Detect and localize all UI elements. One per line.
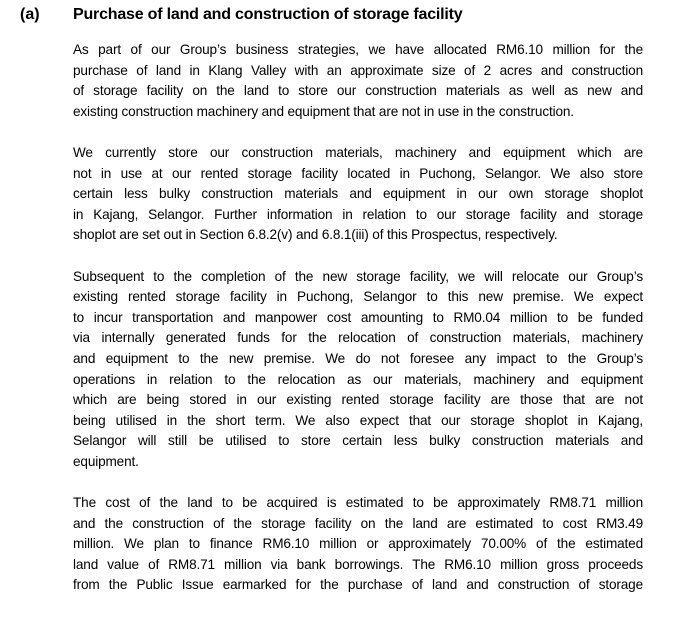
text-line: existing construction machinery and equi…	[73, 103, 574, 119]
paragraph: Subsequent to the completion of the new …	[73, 267, 643, 473]
text-line: shoplot are set out in Section 6.8.2(v) …	[73, 227, 558, 243]
text-line: Subsequent to the completion of the new …	[73, 268, 643, 284]
text-line: million. We plan to finance RM6.10 milli…	[73, 536, 643, 552]
text-line: certain less bulky construction material…	[73, 186, 643, 202]
paragraph: The cost of the land to be acquired is e…	[73, 493, 643, 596]
section-label: (a)	[20, 6, 40, 23]
text-line: existing rented storage facility in Puch…	[73, 289, 643, 305]
text-line: purchase of land in Klang Valley with an…	[73, 62, 643, 78]
text-line: from the Public Issue earmarked for the …	[73, 577, 643, 593]
text-line: We currently store our construction mate…	[73, 144, 643, 160]
text-line: and equipment to the new premise. We do …	[73, 350, 643, 366]
paragraph: As part of our Group’s business strategi…	[73, 40, 643, 122]
text-line: being utilised in the short term. We als…	[73, 412, 643, 428]
text-line: in Kajang, Selangor. Further information…	[73, 206, 643, 222]
text-line: to incur transportation and manpower cos…	[73, 309, 643, 325]
section-heading: Purchase of land and construction of sto…	[73, 6, 463, 23]
text-line: Selangor will still be utilised to store…	[73, 433, 643, 449]
text-line: not in use at our rented storage facilit…	[73, 165, 643, 181]
text-line: The cost of the land to be acquired is e…	[73, 495, 643, 511]
text-line: As part of our Group’s business strategi…	[73, 42, 643, 57]
text-line: operations in relation to the relocation…	[73, 371, 643, 387]
text-line: equipment.	[73, 453, 139, 469]
section-body: As part of our Group’s business strategi…	[73, 40, 643, 617]
text-line: which are being stored in our existing r…	[73, 392, 643, 408]
text-line: land value of RM8.71 million via bank bo…	[73, 556, 643, 572]
text-line: via internally generated funds for the r…	[73, 330, 643, 346]
text-line: of storage facility on the land to store…	[73, 83, 643, 99]
paragraph: We currently store our construction mate…	[73, 143, 643, 246]
text-line: and the construction of the storage faci…	[73, 515, 643, 531]
